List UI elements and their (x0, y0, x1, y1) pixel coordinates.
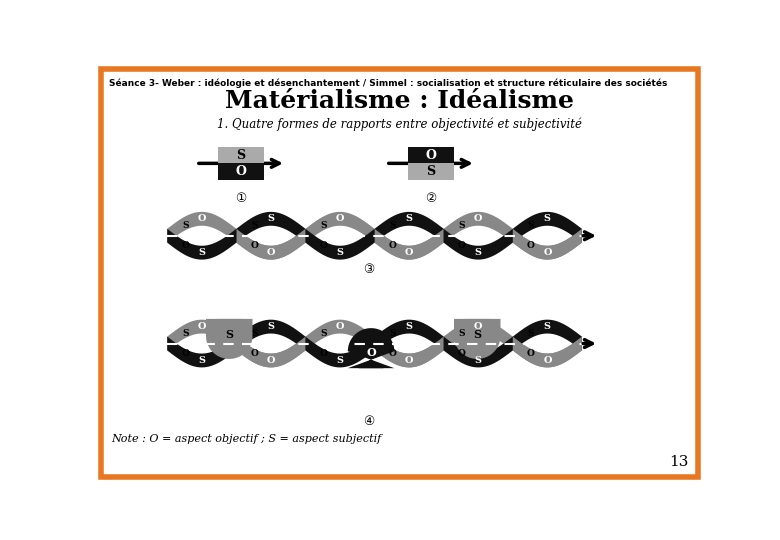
Text: S: S (475, 248, 482, 257)
Polygon shape (512, 229, 582, 260)
Text: S: S (182, 221, 189, 230)
Text: O: O (405, 248, 413, 257)
Text: S: S (406, 322, 413, 331)
Text: O: O (388, 241, 396, 250)
Text: S: S (251, 329, 257, 338)
Text: O: O (250, 241, 258, 250)
Text: O: O (366, 347, 376, 357)
Bar (218, 147, 264, 164)
Text: O: O (543, 248, 551, 257)
Polygon shape (512, 336, 582, 367)
Polygon shape (167, 320, 582, 367)
Text: S: S (236, 149, 246, 162)
Text: S: S (459, 221, 465, 230)
Text: O: O (388, 349, 396, 358)
Text: ④: ④ (363, 415, 374, 428)
Polygon shape (206, 319, 253, 359)
Text: S: S (544, 322, 551, 331)
Text: O: O (320, 349, 328, 358)
Polygon shape (236, 229, 306, 260)
Text: O: O (474, 322, 482, 331)
Text: S: S (336, 248, 343, 257)
Text: S: S (459, 329, 465, 338)
Polygon shape (167, 212, 582, 260)
Bar (218, 164, 264, 179)
Text: S: S (320, 221, 327, 230)
Text: O: O (458, 241, 466, 250)
Text: S: S (473, 329, 481, 340)
Polygon shape (167, 212, 582, 260)
Text: S: S (225, 329, 233, 340)
Text: O: O (543, 356, 551, 365)
Text: O: O (181, 241, 190, 250)
Bar (407, 164, 454, 179)
Polygon shape (454, 319, 501, 359)
Polygon shape (348, 328, 395, 368)
Text: S: S (527, 329, 534, 338)
Text: O: O (267, 248, 275, 257)
Text: S: S (475, 356, 482, 365)
Text: S: S (389, 221, 395, 230)
Text: ③: ③ (363, 264, 374, 276)
Text: S: S (544, 214, 551, 224)
Text: S: S (268, 322, 275, 331)
Text: O: O (181, 349, 190, 358)
Bar (407, 147, 454, 164)
Polygon shape (374, 336, 444, 367)
Text: O: O (197, 214, 206, 224)
Text: S: S (198, 248, 205, 257)
Text: 1. Quatre formes de rapports entre objectivité et subjectivité: 1. Quatre formes de rapports entre objec… (218, 117, 582, 131)
Text: O: O (458, 349, 466, 358)
Polygon shape (374, 229, 444, 260)
Text: S: S (527, 221, 534, 230)
Text: O: O (526, 349, 534, 358)
Text: S: S (406, 214, 413, 224)
Polygon shape (236, 336, 306, 367)
Text: S: S (198, 356, 205, 365)
Text: S: S (426, 165, 435, 178)
Polygon shape (167, 320, 582, 367)
Text: S: S (268, 214, 275, 224)
Text: S: S (336, 356, 343, 365)
Text: S: S (251, 221, 257, 230)
Text: O: O (197, 322, 206, 331)
Text: O: O (526, 241, 534, 250)
Text: S: S (182, 329, 189, 338)
Text: ②: ② (425, 192, 436, 205)
Text: O: O (336, 214, 344, 224)
Text: O: O (336, 322, 344, 331)
Text: O: O (405, 356, 413, 365)
Text: O: O (320, 241, 328, 250)
Text: O: O (474, 214, 482, 224)
Text: O: O (267, 356, 275, 365)
Text: S: S (320, 329, 327, 338)
Text: O: O (250, 349, 258, 358)
Text: Séance 3- Weber : idéologie et désenchantement / Simmel : socialisation et struc: Séance 3- Weber : idéologie et désenchan… (109, 79, 668, 88)
Text: O: O (236, 165, 246, 178)
Text: O: O (425, 149, 436, 162)
Text: Note : O = aspect objectif ; S = aspect subjectif: Note : O = aspect objectif ; S = aspect … (112, 434, 381, 444)
Text: Matérialisme : Idéalisme: Matérialisme : Idéalisme (225, 90, 574, 113)
Text: 13: 13 (668, 455, 688, 469)
Text: S: S (389, 329, 395, 338)
Text: ①: ① (236, 192, 246, 205)
